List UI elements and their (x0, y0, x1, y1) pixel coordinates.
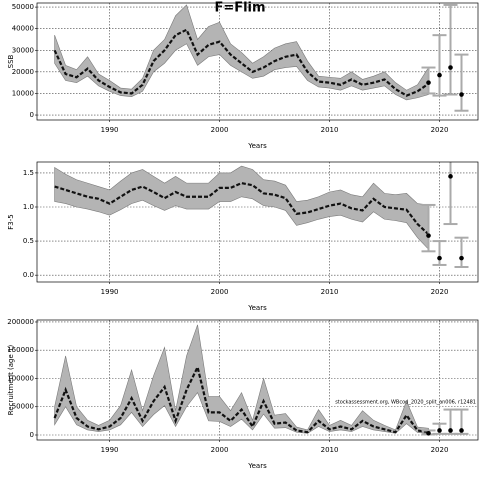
confidence-band (54, 165, 429, 251)
x-axis-label: Years (247, 462, 267, 470)
panel: 0 50000 100000 150000 200000 1990 2000 2010 2020… (7, 318, 479, 470)
error-bar (443, 3, 458, 96)
point (437, 428, 442, 433)
plot-frame (36, 319, 479, 441)
x-tick-label: 2010 (321, 288, 339, 296)
point (437, 72, 442, 78)
plot-frame (36, 161, 479, 283)
median-line (53, 363, 429, 434)
y-tick-label: 0.0 (23, 271, 34, 279)
x-axis-label: Years (247, 304, 267, 312)
plot-frame (36, 2, 479, 121)
annotation: stockassessment.org, WBcod_2020_split_an… (335, 400, 476, 406)
x-tick-label: 2000 (211, 288, 229, 296)
y-tick-label: 100000 (7, 374, 34, 382)
plot-area (37, 320, 478, 440)
y-tick-label: 20000 (12, 68, 34, 76)
point (448, 65, 453, 70)
y-axis-label: SSB (7, 54, 15, 68)
point (459, 428, 464, 433)
y-tick-label: 150000 (7, 346, 34, 354)
y-tick-label: 10000 (12, 89, 34, 97)
y-axis-label: F3-5 (7, 214, 15, 229)
y-tick-label: 0.5 (23, 237, 34, 245)
point (459, 255, 464, 261)
x-tick-label: 1990 (101, 446, 119, 454)
error-bar (432, 34, 447, 97)
y-tick-label: 0 (30, 111, 34, 119)
point (426, 80, 431, 85)
x-tick-label: 2020 (431, 288, 449, 296)
x-tick-label: 2010 (321, 126, 339, 134)
x-tick-label: 2010 (321, 446, 339, 454)
point (459, 92, 464, 97)
plot-area (37, 162, 478, 282)
x-tick-label: 2000 (211, 126, 229, 134)
y-tick-label: 50000 (12, 3, 34, 11)
y-tick-label: 30000 (12, 46, 34, 54)
point (448, 174, 453, 179)
error-bar (454, 53, 469, 112)
y-tick-label: 1.5 (23, 169, 34, 177)
median-line (54, 181, 430, 236)
plot-area (37, 3, 478, 120)
y-tick-label: 40000 (12, 25, 34, 33)
confidence-band (54, 4, 429, 101)
error-bar (432, 240, 447, 266)
y-axis-label: Recruitment (age 1) (7, 345, 15, 416)
panel: 0.0 0.5 1.0 1.5 1990 2000 2010 2020 Years F3-5 (7, 161, 479, 312)
confidence-band (54, 324, 429, 434)
x-tick-label: 2020 (431, 446, 449, 454)
point (426, 233, 431, 238)
y-tick-label: 1.0 (23, 203, 34, 211)
chart-title: F=Flim (214, 1, 265, 16)
x-axis-label: Years (247, 142, 267, 150)
point (437, 255, 442, 261)
x-tick-label: 2020 (431, 126, 449, 134)
y-tick-label: 0 (30, 431, 34, 439)
median-line (53, 28, 430, 97)
y-tick-label: 50000 (12, 403, 34, 411)
point (426, 431, 431, 436)
panel: 0 10000 20000 30000 40000 50000 1990 2000 2010 20… (7, 2, 479, 150)
error-bar (454, 236, 469, 268)
x-tick-label: 2000 (211, 446, 229, 454)
y-tick-label: 200000 (7, 318, 34, 326)
error-bar (443, 162, 458, 226)
error-bar (421, 203, 436, 253)
x-tick-label: 1990 (101, 288, 119, 296)
x-tick-label: 1990 (101, 126, 119, 134)
point (448, 428, 453, 433)
